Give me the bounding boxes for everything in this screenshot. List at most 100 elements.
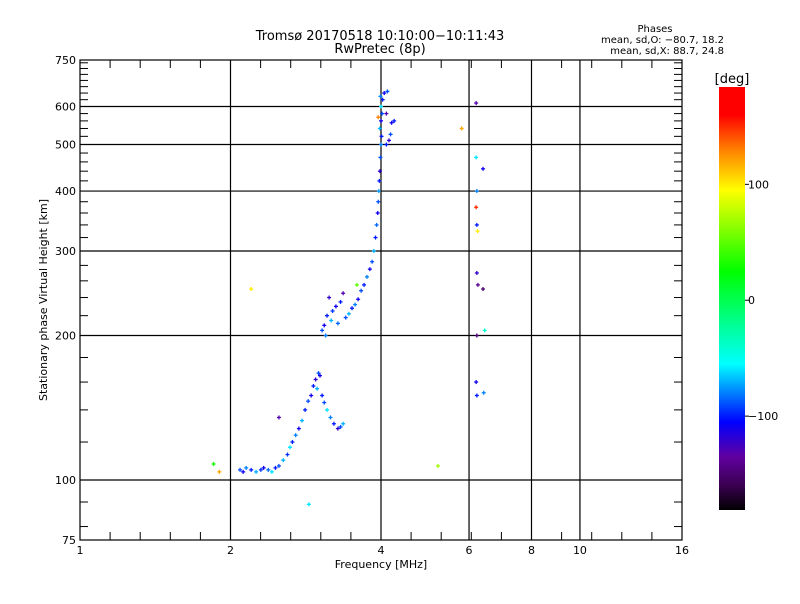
data-point [338, 299, 343, 304]
data-point [386, 138, 391, 143]
data-point [290, 440, 295, 445]
data-point [376, 115, 381, 120]
data-point [385, 89, 390, 94]
colorbar-tick-label: 0 [748, 294, 755, 307]
data-point [384, 111, 389, 116]
data-point [367, 267, 372, 272]
data-point [384, 142, 389, 147]
plot-frame [79, 59, 683, 541]
data-point [327, 295, 332, 300]
data-point [317, 373, 322, 378]
data-point [475, 282, 480, 287]
data-point [335, 321, 340, 326]
data-point [362, 282, 367, 287]
data-points [211, 89, 487, 507]
data-point [211, 461, 216, 466]
data-point [435, 463, 440, 468]
phase-info-x: mean, sd,X: 88.7, 24.8 [610, 46, 724, 57]
data-point [379, 142, 383, 147]
data-point [474, 189, 479, 194]
data-point [474, 101, 479, 106]
data-point [341, 291, 346, 296]
data-point [474, 222, 479, 227]
data-point [293, 433, 298, 438]
data-point [273, 465, 278, 470]
colorbar-tick-label: 100 [748, 178, 769, 191]
x-axis-label: Frequency [MHz] [335, 558, 427, 571]
data-point [379, 118, 383, 123]
data-point [376, 199, 381, 204]
data-point [244, 465, 249, 470]
data-point [354, 282, 359, 287]
data-point [328, 415, 333, 420]
data-point [296, 426, 301, 431]
axis-ticks: 1 2 4 6 8 10 16 75 100 200 300 400 500 600 750 [55, 54, 689, 557]
data-point [241, 469, 246, 474]
data-point [306, 502, 311, 507]
data-point [325, 313, 330, 318]
data-point [346, 311, 351, 316]
data-point [266, 467, 271, 472]
y-tick-label: 75 [62, 534, 76, 547]
data-point [322, 323, 327, 328]
colorbar-tick-label: −100 [748, 410, 778, 423]
y-tick-label: 400 [55, 185, 76, 198]
data-point [359, 288, 364, 293]
data-point [261, 465, 266, 470]
data-point [377, 126, 382, 131]
data-point [380, 97, 385, 102]
data-point [474, 155, 479, 160]
data-point [276, 415, 281, 420]
x-tick-label: 2 [227, 544, 234, 557]
data-point [281, 458, 286, 463]
data-point [371, 249, 376, 254]
chart-subtitle: RwPretec (8p) [334, 42, 425, 57]
data-point [322, 400, 327, 405]
y-tick-label: 200 [55, 330, 76, 343]
grid [80, 60, 682, 540]
x-tick-label: 4 [378, 544, 385, 557]
x-tick-label: 1 [77, 544, 84, 557]
y-tick-label: 750 [55, 54, 76, 67]
data-point [217, 469, 222, 474]
data-point [238, 467, 243, 472]
x-tick-label: 10 [573, 544, 587, 557]
data-point [378, 94, 383, 99]
data-point [311, 383, 316, 388]
data-point [330, 308, 335, 313]
data-point [482, 328, 487, 333]
data-point [475, 229, 480, 234]
data-point [370, 259, 375, 264]
data-point [356, 297, 361, 302]
data-point [341, 421, 346, 426]
data-point [377, 178, 382, 183]
data-point [389, 120, 394, 125]
data-point [375, 211, 380, 216]
data-point [373, 235, 378, 240]
x-tick-label: 8 [528, 544, 535, 557]
data-point [315, 386, 320, 391]
phase-info-o: mean, sd,O: −80.7, 18.2 [601, 35, 724, 46]
data-point [276, 463, 281, 468]
x-tick-label: 16 [675, 544, 689, 557]
colorbar-label: [deg] [715, 72, 750, 87]
data-point [388, 132, 393, 137]
data-point [306, 399, 311, 404]
data-point [313, 377, 318, 382]
y-tick-label: 500 [55, 139, 76, 152]
data-point [343, 315, 348, 320]
data-point [303, 407, 308, 412]
data-point [338, 424, 343, 429]
data-point [323, 333, 328, 338]
data-point [325, 407, 330, 412]
data-point [374, 222, 379, 227]
y-tick-label: 300 [55, 245, 76, 258]
data-point [316, 371, 321, 376]
y-tick-label: 600 [55, 101, 76, 114]
data-point [249, 467, 254, 472]
colorbar [719, 87, 745, 510]
data-point [377, 169, 382, 174]
data-point [474, 380, 479, 385]
colorbar-ticks: 100 0 −100 [745, 178, 778, 423]
